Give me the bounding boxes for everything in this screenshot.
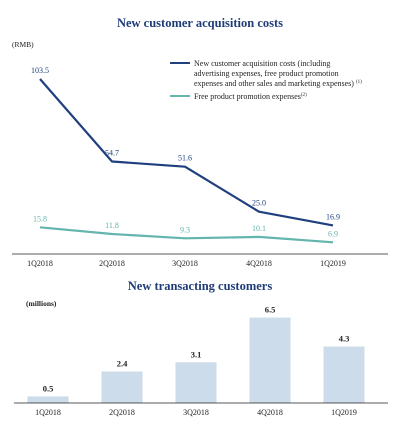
data-label-s2-1Q2019: 6.9	[328, 229, 338, 238]
bar-2Q2018	[101, 371, 143, 403]
bar-1Q2018	[27, 396, 69, 403]
data-label-s1-4Q2018: 25.0	[252, 199, 266, 208]
data-label-s1-1Q2019: 16.9	[326, 212, 340, 221]
data-label-s2-2Q2018: 11.8	[105, 221, 119, 230]
acquisition-cost-chart: New customer acquisition costs (RMB) New…	[12, 16, 388, 268]
x-tick-label-1Q2019: 1Q2019	[320, 259, 346, 268]
data-label-s1-3Q2018: 51.6	[178, 154, 192, 163]
bar-x-tick-label-3Q2018: 3Q2018	[183, 408, 209, 417]
bar-4Q2018	[249, 317, 291, 403]
legend-label-series-1-line-2: advertising expenses, free product promo…	[194, 69, 339, 78]
x-tick-label-3Q2018: 3Q2018	[172, 259, 198, 268]
x-tick-label-4Q2018: 4Q2018	[246, 259, 272, 268]
acquisition-cost-legend: New customer acquisition costs (includin…	[170, 59, 362, 101]
bar-value-label-2Q2018: 2.4	[117, 359, 128, 369]
bar-3Q2018	[175, 362, 217, 403]
data-label-s1-2Q2018: 54.7	[105, 149, 119, 158]
transacting-customers-x-ticks: 1Q2018 2Q2018 3Q2018 4Q2018 1Q2019	[35, 408, 357, 417]
acquisition-cost-title: New customer acquisition costs	[117, 16, 283, 30]
bar-label-layer: 0.5 2.4 3.1 6.5 4.3	[43, 305, 350, 394]
data-label-s2-1Q2018: 15.8	[33, 214, 47, 223]
bar-x-tick-label-4Q2018: 4Q2018	[257, 408, 283, 417]
legend-label-series-1-line-3: expenses and other sales and marketing e…	[194, 79, 356, 88]
data-label-s2-3Q2018: 9.3	[180, 225, 190, 234]
data-label-s2-4Q2018: 10.1	[252, 224, 266, 233]
bar-x-tick-label-1Q2019: 1Q2019	[331, 408, 357, 417]
bar-x-tick-label-2Q2018: 2Q2018	[109, 408, 135, 417]
transacting-customers-unit-label: (millions)	[26, 299, 57, 308]
bar-layer	[27, 317, 365, 403]
legend-footnote-series-1: (1)	[356, 80, 362, 85]
legend-label-series-2-text: Free product promotion expenses	[194, 92, 301, 101]
bar-value-label-3Q2018: 3.1	[191, 349, 202, 359]
x-tick-label-1Q2018: 1Q2018	[27, 259, 53, 268]
bar-1Q2019	[323, 346, 365, 403]
line-series-layer	[39, 78, 334, 244]
transacting-customers-title: New transacting customers	[128, 279, 273, 293]
bar-value-label-1Q2018: 0.5	[43, 383, 54, 393]
legend-label-series-2: Free product promotion expenses(2)	[194, 92, 307, 101]
bar-value-label-1Q2019: 4.3	[339, 334, 350, 344]
x-tick-label-2Q2018: 2Q2018	[99, 259, 125, 268]
acquisition-cost-x-ticks: 1Q2018 2Q2018 3Q2018 4Q2018 1Q2019	[27, 259, 346, 268]
line-label-layer: 103.5 54.7 51.6 25.0 16.9 15.8 11.8 9.3 10.1 6.9	[31, 66, 340, 238]
legend-label-series-1-line-1: New customer acquisition costs (includin…	[194, 59, 330, 68]
bar-x-tick-label-1Q2018: 1Q2018	[35, 408, 61, 417]
bar-value-label-4Q2018: 6.5	[265, 305, 276, 315]
transacting-customers-chart: New transacting customers (millions) 0.5…	[14, 279, 388, 417]
data-label-s1-1Q2018: 103.5	[31, 66, 49, 75]
legend-footnote-series-2: (2)	[301, 93, 307, 98]
legend-label-series-1: New customer acquisition costs (includin…	[194, 59, 362, 88]
acquisition-cost-unit-label: (RMB)	[12, 40, 34, 49]
